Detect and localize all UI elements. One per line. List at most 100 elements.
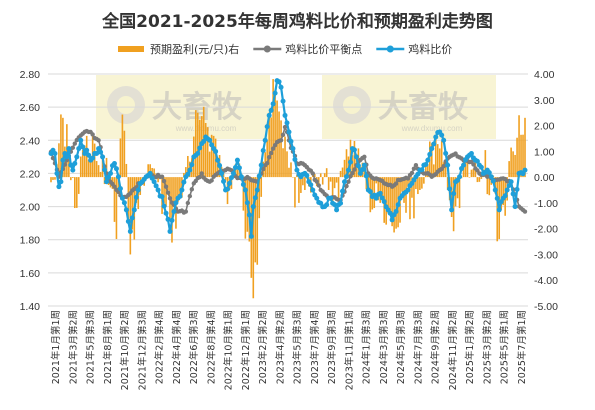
series-point: [474, 158, 480, 164]
x-tick-label: 2021年10月第2周: [119, 310, 131, 390]
profit-bar: [454, 177, 457, 207]
profit-bar: [66, 124, 68, 178]
profit-bar: [452, 177, 455, 232]
series-point: [502, 193, 508, 199]
series-point: [236, 165, 242, 171]
series-point: [445, 162, 451, 168]
legend-marker: [386, 45, 394, 53]
series-point: [423, 161, 429, 167]
profit-bar: [331, 177, 334, 202]
series-point: [314, 179, 319, 184]
series-point: [363, 173, 369, 179]
series-point: [355, 163, 361, 169]
left-tick-label: 1.40: [20, 301, 41, 313]
profit-bar: [339, 170, 342, 178]
right-tick-label: -4.00: [534, 275, 558, 287]
x-tick-label: 2023年4月第2周: [274, 310, 286, 384]
series-point: [187, 193, 193, 199]
series-point: [381, 199, 387, 205]
right-tick-label: -3.00: [534, 249, 558, 261]
left-tick-label: 2.20: [20, 168, 41, 180]
series-point: [490, 178, 496, 184]
series-point: [373, 195, 379, 201]
series-point: [215, 157, 221, 163]
right-tick-label: -5.00: [534, 301, 558, 313]
profit-bar: [62, 117, 64, 178]
series-point: [522, 167, 528, 173]
chart-title: 全国2021-2025年每周鸡料比价和预期盈利走势图: [101, 11, 493, 32]
series-point: [324, 202, 330, 208]
profit-bar: [472, 168, 475, 178]
left-tick-label: 1.60: [20, 268, 41, 280]
profit-bar: [335, 177, 338, 183]
series-point: [123, 207, 129, 213]
profit-bar: [423, 177, 425, 184]
profit-bar: [268, 112, 270, 178]
right-tick-label: 1.00: [534, 146, 555, 158]
series-point: [520, 171, 526, 177]
profit-bar: [270, 117, 272, 178]
left-tick-label: 2.40: [20, 135, 41, 147]
series-point: [504, 187, 510, 193]
profit-bar: [341, 167, 344, 178]
series-point: [90, 132, 95, 137]
series-point: [163, 210, 169, 216]
legend-item: 鸡料比价: [376, 42, 452, 56]
series-point: [338, 200, 344, 206]
profit-bar: [458, 177, 461, 209]
series-point: [262, 137, 268, 143]
profit-bar: [302, 177, 304, 186]
profit-bar: [478, 177, 481, 182]
profit-bar: [280, 120, 282, 178]
series-point: [512, 204, 518, 210]
series-point: [270, 146, 276, 151]
profit-bar: [149, 164, 151, 178]
series-point: [431, 141, 437, 147]
series-point: [266, 155, 272, 160]
series-point: [310, 171, 315, 176]
series-point: [219, 170, 225, 176]
series-point: [107, 170, 113, 176]
profit-bar: [73, 177, 76, 209]
profit-bar: [351, 155, 354, 178]
series-point: [276, 79, 282, 85]
left-axis: 1.40 1.60 1.80 2.00 2.20 2.40 2.60 2.80: [20, 69, 41, 313]
x-tick-label: 2025年5月第1周: [499, 310, 511, 384]
profit-bar: [327, 177, 330, 190]
x-tick-label: 2023年9月第3周: [326, 310, 338, 384]
series-point: [514, 186, 520, 192]
series-point: [68, 162, 74, 168]
profit-bar: [391, 177, 393, 227]
series-point: [242, 187, 248, 193]
series-point: [282, 124, 288, 130]
profit-bar: [432, 164, 435, 178]
profit-bar: [343, 159, 346, 178]
series-point: [207, 137, 213, 143]
series-point: [199, 171, 204, 176]
profit-bar: [413, 177, 415, 219]
profit-bar: [292, 177, 294, 178]
legend-item: 鸡料比价平衡点: [253, 42, 362, 56]
profit-bar: [272, 79, 274, 178]
watermark-logo-core: [343, 96, 361, 114]
series-point: [74, 154, 80, 160]
profit-bar: [206, 127, 209, 178]
series-point: [405, 187, 411, 193]
profit-bar: [369, 177, 372, 213]
profit-bar: [70, 177, 72, 181]
profit-bar: [288, 167, 290, 178]
profit-bar: [371, 177, 374, 210]
series-point: [310, 187, 316, 193]
series-point: [153, 183, 159, 189]
left-tick-label: 2.80: [20, 69, 41, 81]
profit-bar: [379, 177, 382, 203]
profit-bar: [524, 117, 526, 178]
series-point: [492, 187, 498, 193]
x-tick-label: 2022年12月第1周: [240, 310, 252, 390]
x-tick-label: 2023年7月第4周: [309, 310, 321, 384]
profit-bar: [508, 161, 510, 178]
series-point: [58, 179, 64, 185]
series-point: [290, 146, 296, 152]
profit-bar: [115, 177, 118, 239]
profit-bar: [105, 157, 108, 178]
